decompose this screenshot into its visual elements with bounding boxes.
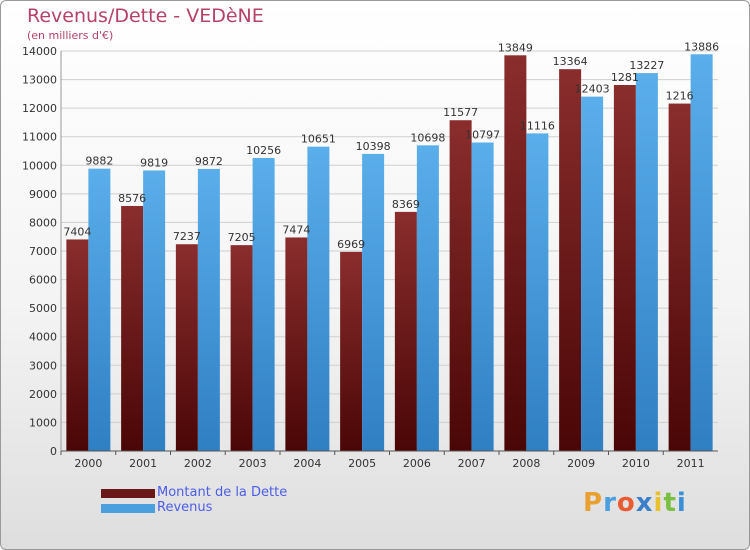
data-label-revenus: 13227 xyxy=(629,59,664,72)
x-tick-label: 2006 xyxy=(403,457,431,470)
bar-revenus xyxy=(143,170,166,451)
bar-revenus xyxy=(635,73,658,451)
logo-letter: o xyxy=(616,488,636,518)
x-tick-label: 2011 xyxy=(677,457,705,470)
y-tick-label: 5000 xyxy=(29,302,57,315)
data-label-dette: 13364 xyxy=(553,55,588,68)
bar-revenus xyxy=(416,145,439,452)
y-tick-label: 14000 xyxy=(22,45,57,58)
bar-dette xyxy=(504,55,527,452)
data-label-revenus: 10651 xyxy=(301,133,336,146)
data-label-dette: 8576 xyxy=(118,192,146,205)
logo-letter: i xyxy=(653,488,664,518)
bars xyxy=(66,54,713,452)
y-tick-label: 1000 xyxy=(29,416,57,429)
data-label-revenus: 9819 xyxy=(140,156,168,169)
bar-revenus xyxy=(197,168,220,451)
data-label-dette: 1281 xyxy=(611,71,639,84)
x-tick-label: 2002 xyxy=(184,457,212,470)
chart-title: Revenus/Dette - VEDèNE xyxy=(27,5,264,27)
x-tick-label: 2003 xyxy=(239,457,267,470)
y-tick-label: 9000 xyxy=(29,188,57,201)
data-label-revenus: 9872 xyxy=(195,155,223,168)
data-label-revenus: 13886 xyxy=(684,40,719,53)
y-tick-label: 4000 xyxy=(29,331,57,344)
bar-dette xyxy=(340,251,363,451)
y-tick-label: 7000 xyxy=(29,245,57,258)
logo-letter: r xyxy=(603,488,617,518)
bar-dette xyxy=(668,103,691,452)
chart-subtitle: (en milliers d'€) xyxy=(27,29,114,42)
x-tick-label: 2000 xyxy=(74,457,102,470)
bar-dette xyxy=(121,205,144,451)
data-label-dette: 1216 xyxy=(666,90,694,103)
value-labels: 7404 9882 8576 9819 7237 9872 7205 10256 7474 106… xyxy=(63,40,719,251)
bar-revenus xyxy=(362,153,385,451)
data-label-dette: 11577 xyxy=(443,106,478,119)
data-label-dette: 8369 xyxy=(392,198,420,211)
y-tick-label: 10000 xyxy=(22,159,57,172)
data-label-revenus: 9882 xyxy=(85,155,113,168)
legend-swatch-dette xyxy=(101,489,155,498)
data-label-revenus: 12403 xyxy=(575,83,610,96)
data-label-dette: 6969 xyxy=(337,238,365,251)
y-tick-label: 3000 xyxy=(29,359,57,372)
data-label-dette: 7237 xyxy=(173,230,201,243)
bar-revenus xyxy=(690,54,713,451)
x-tick-label: 2004 xyxy=(293,457,321,470)
data-label-dette: 13849 xyxy=(498,41,533,54)
x-tick-label: 2009 xyxy=(567,457,595,470)
bar-dette xyxy=(394,211,417,451)
logo-letter: P xyxy=(583,488,604,518)
bar-dette xyxy=(285,237,308,451)
legend-label-dette: Montant de la Dette xyxy=(157,485,288,500)
x-tick-label: 2005 xyxy=(348,457,376,470)
y-tick-label: 0 xyxy=(50,445,57,458)
bar-revenus xyxy=(581,96,604,451)
bar-revenus xyxy=(526,133,549,451)
data-label-dette: 7404 xyxy=(63,225,91,238)
y-tick-label: 13000 xyxy=(22,74,57,87)
legend-label-revenus: Revenus xyxy=(157,500,213,515)
x-axis: 2000 2001 2002 2003 2004 2005 2006 2007 2008 2009… xyxy=(60,451,705,470)
bar-dette xyxy=(66,239,89,451)
data-label-dette: 7474 xyxy=(282,223,310,236)
bar-revenus xyxy=(471,142,494,451)
x-tick-label: 2010 xyxy=(622,457,650,470)
x-tick-label: 2007 xyxy=(458,457,486,470)
grid-lines xyxy=(61,50,718,423)
bar-dette xyxy=(449,120,472,451)
proxiti-logo: Proxiti xyxy=(583,488,687,518)
x-tick-label: 2008 xyxy=(512,457,540,470)
data-label-revenus: 10698 xyxy=(410,131,445,144)
y-tick-label: 2000 xyxy=(29,388,57,401)
y-tick-label: 6000 xyxy=(29,274,57,287)
legend-swatch-revenus xyxy=(101,504,155,513)
data-label-revenus: 11116 xyxy=(520,119,555,132)
y-axis: 0 1000 2000 3000 4000 5000 6000 7000 8000 9000 100… xyxy=(22,45,57,458)
bar-revenus xyxy=(307,146,330,451)
data-label-revenus: 10398 xyxy=(356,140,391,153)
bar-dette xyxy=(613,85,636,451)
data-label-dette: 7205 xyxy=(228,231,256,244)
x-tick-label: 2001 xyxy=(129,457,157,470)
bar-dette xyxy=(175,244,198,451)
y-tick-label: 8000 xyxy=(29,216,57,229)
bar-revenus xyxy=(252,157,275,451)
data-label-revenus: 10797 xyxy=(465,129,500,142)
bar-dette xyxy=(559,69,582,452)
logo-letter: t xyxy=(663,488,677,518)
y-tick-label: 11000 xyxy=(22,131,57,144)
logo-letter: i xyxy=(676,488,687,518)
bar-revenus xyxy=(88,168,111,451)
bar-dette xyxy=(230,245,253,451)
y-tick-label: 12000 xyxy=(22,102,57,115)
data-label-revenus: 10256 xyxy=(246,144,281,157)
logo-letter: x xyxy=(635,488,654,518)
